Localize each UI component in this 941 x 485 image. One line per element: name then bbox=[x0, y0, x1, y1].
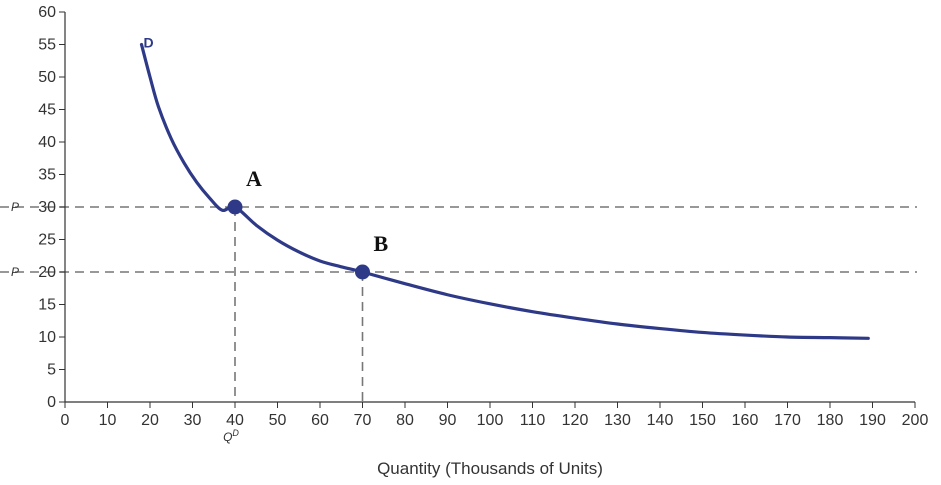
x-tick-label: 20 bbox=[141, 412, 159, 429]
x-tick-label: 50 bbox=[269, 412, 287, 429]
x-tick-label: 40 bbox=[226, 412, 244, 429]
x-tick-label: 190 bbox=[859, 412, 886, 429]
point-label-b: B bbox=[374, 231, 389, 256]
x-tick-label: 60 bbox=[311, 412, 329, 429]
x-tick-label: 200 bbox=[902, 412, 929, 429]
y-tick-label: 5 bbox=[47, 362, 56, 379]
y-tick-label: 20 bbox=[38, 264, 56, 281]
x-tick-label: 170 bbox=[774, 412, 801, 429]
demand-curve-line bbox=[139, 42, 870, 340]
x-tick-label: 100 bbox=[477, 412, 504, 429]
x-tick-label: 150 bbox=[689, 412, 716, 429]
y-tick-label: 25 bbox=[38, 232, 56, 249]
point-b bbox=[355, 264, 370, 280]
x-tick-label: 160 bbox=[732, 412, 759, 429]
quantity-reference-label: QD bbox=[223, 428, 239, 444]
x-tick-label: 130 bbox=[604, 412, 631, 429]
x-tick-label: 10 bbox=[99, 412, 117, 429]
y-tick-label: 55 bbox=[38, 37, 56, 54]
x-tick-label: 30 bbox=[184, 412, 202, 429]
y-tick-label: 60 bbox=[38, 4, 56, 21]
point-label-a: A bbox=[246, 166, 262, 191]
x-tick-label: 90 bbox=[439, 412, 457, 429]
x-tick-label: 180 bbox=[817, 412, 844, 429]
price-reference-label: P bbox=[11, 265, 19, 279]
y-tick-label: 0 bbox=[47, 394, 56, 411]
x-tick-label: 0 bbox=[61, 412, 70, 429]
x-axis-title: Quantity (Thousands of Units) bbox=[377, 459, 603, 478]
reference-lines: P P QD bbox=[0, 200, 917, 444]
points-layer: AB bbox=[227, 166, 389, 280]
x-tick-label: 110 bbox=[520, 412, 546, 429]
x-tick-label: 70 bbox=[354, 412, 372, 429]
y-tick-label: 30 bbox=[38, 199, 56, 216]
y-tick-label: 35 bbox=[38, 167, 56, 184]
price-reference-label: P bbox=[11, 200, 19, 214]
x-tick-label: 120 bbox=[562, 412, 589, 429]
series-layer: D bbox=[139, 35, 870, 340]
x-tick-label: 80 bbox=[396, 412, 414, 429]
y-tick-label: 10 bbox=[38, 329, 56, 346]
axes: 0 10 20 30 40 50 60 70 80 90 100 110 120 130 140 150 160… bbox=[38, 4, 928, 429]
y-tick-label: 50 bbox=[38, 69, 56, 86]
y-tick-label: 15 bbox=[38, 297, 56, 314]
x-tick-label: 140 bbox=[647, 412, 674, 429]
point-a bbox=[227, 199, 243, 215]
y-tick-label: 45 bbox=[38, 102, 56, 119]
y-tick-label: 40 bbox=[38, 134, 56, 151]
demand-curve-label: D bbox=[144, 35, 154, 51]
